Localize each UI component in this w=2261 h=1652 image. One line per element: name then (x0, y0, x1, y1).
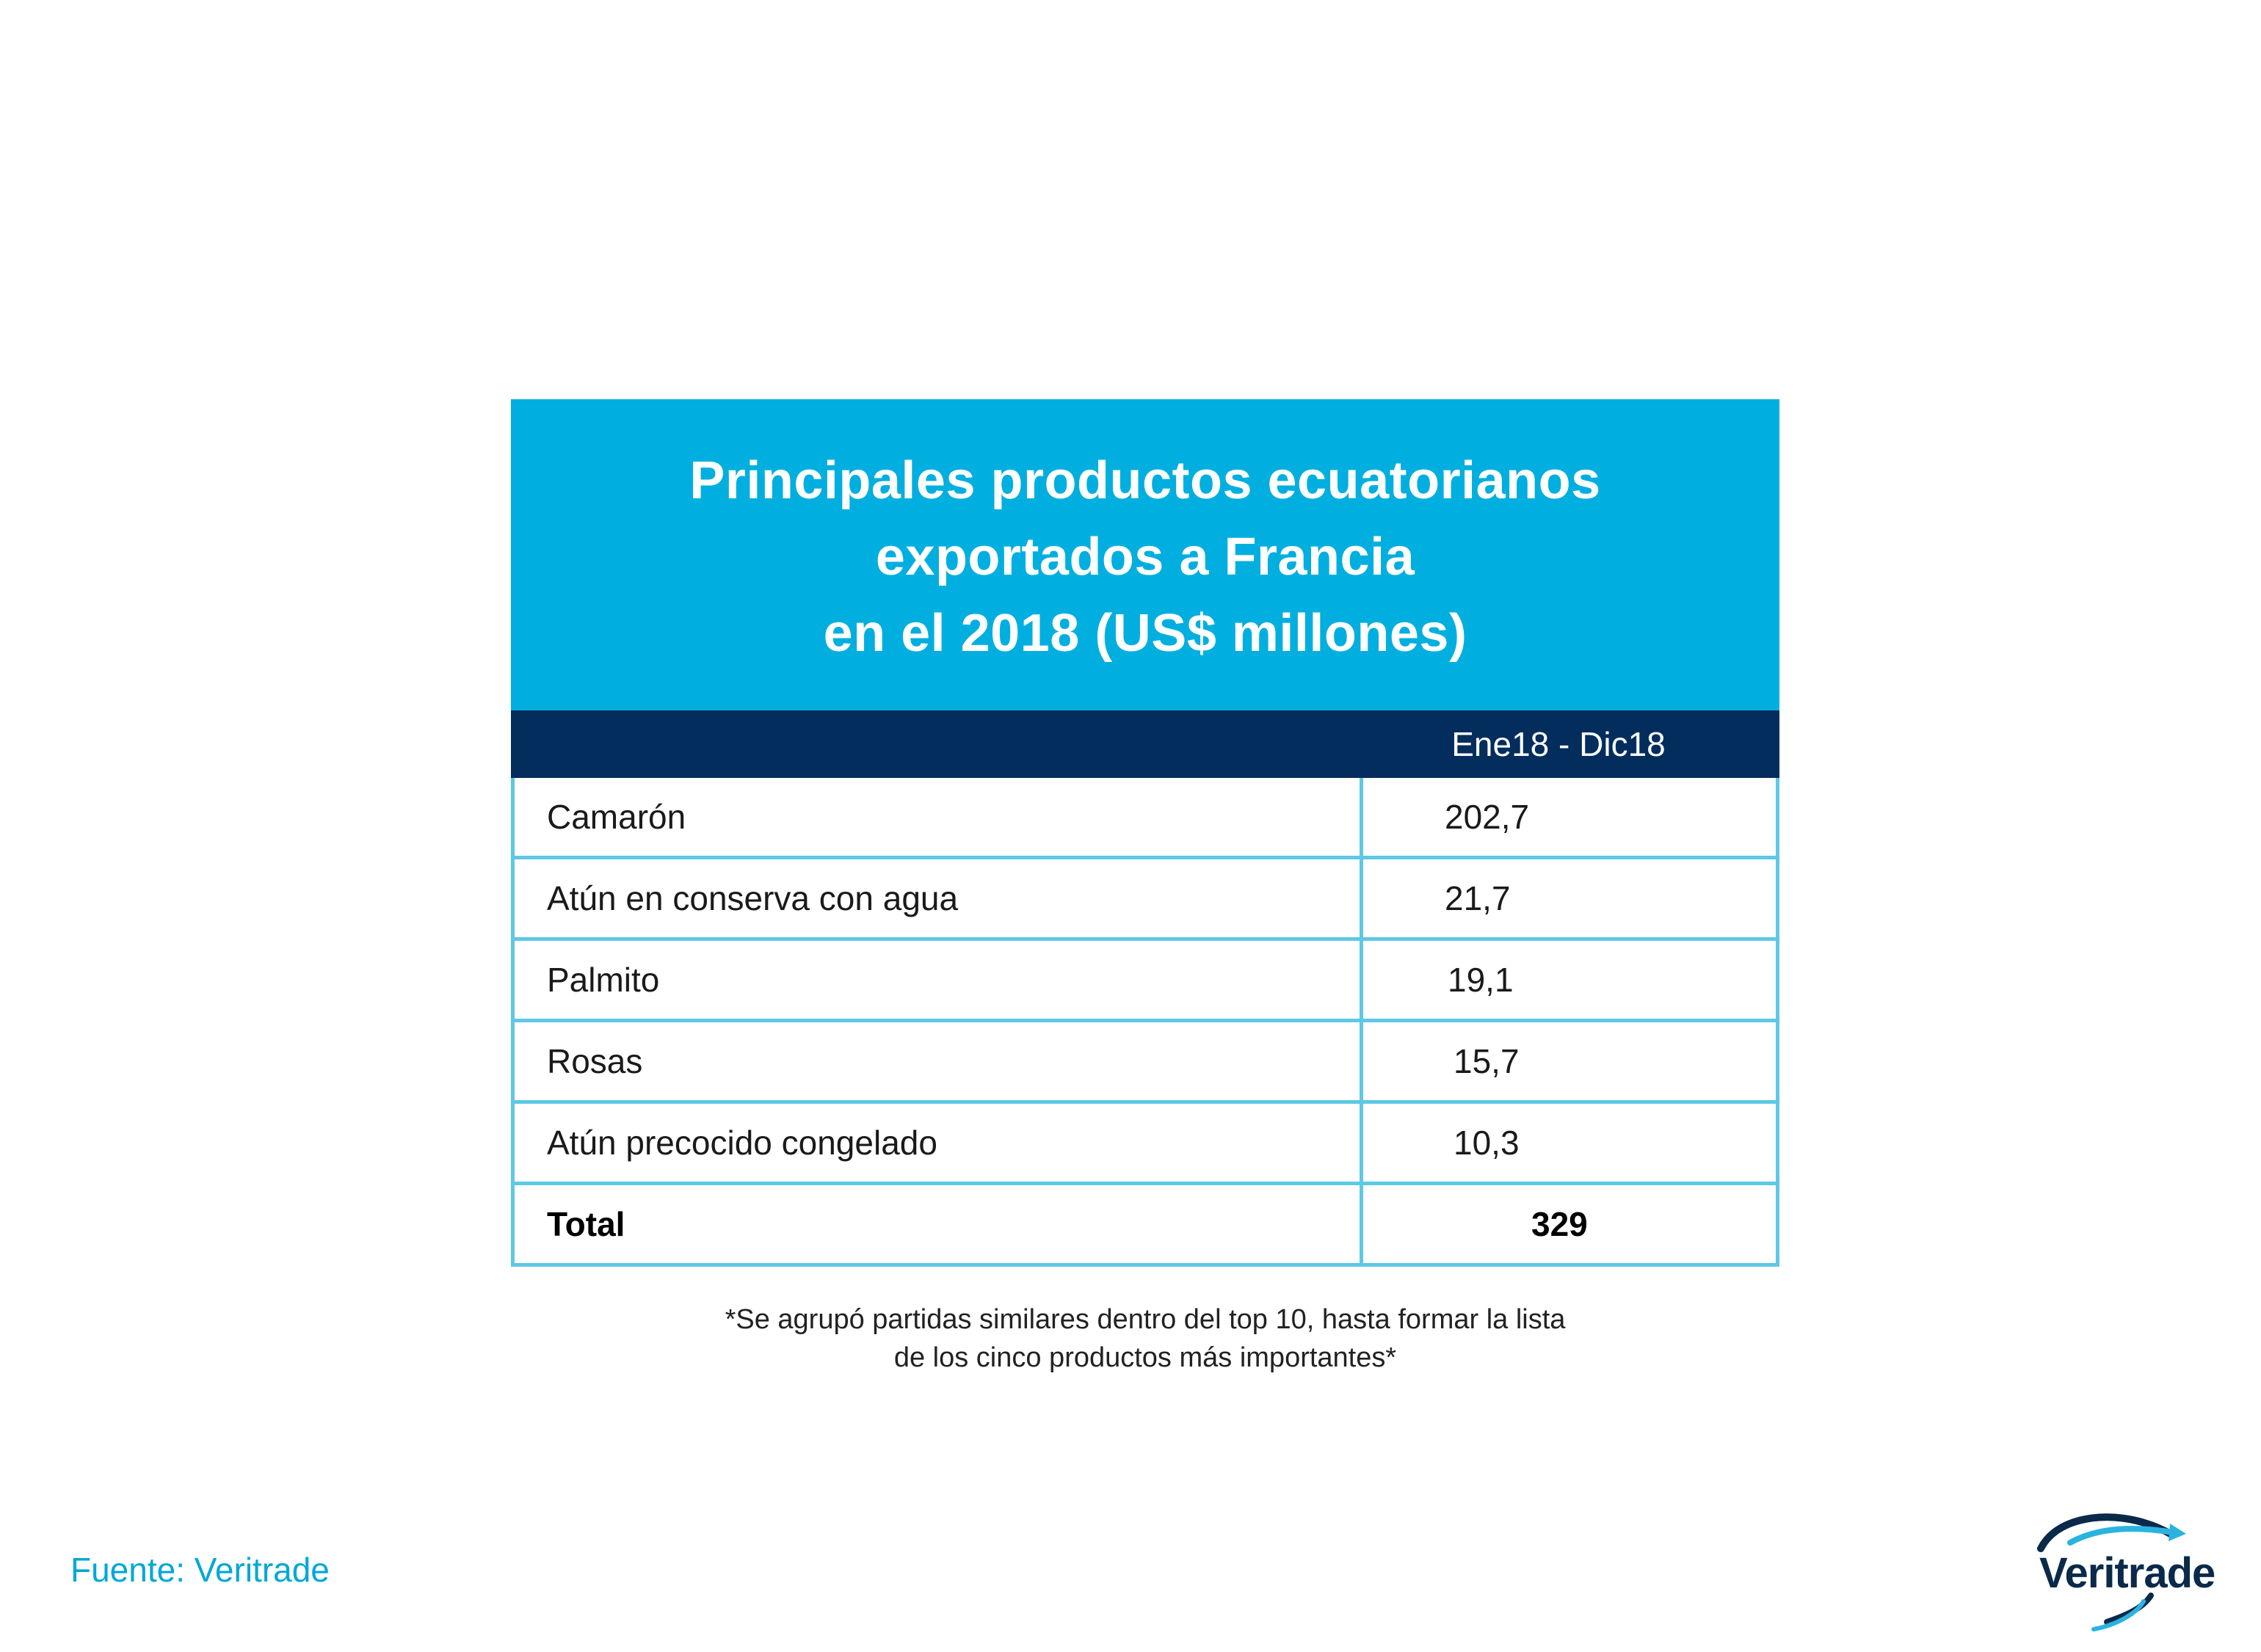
table-row: Atún precocido congelado 10,3 (515, 1100, 1776, 1182)
veritrade-swoosh-icon (2037, 1513, 2186, 1631)
total-value-cell: 329 (1363, 1185, 1776, 1263)
footnote-line-1: *Se agrupó partidas similares dentro del… (725, 1304, 1566, 1335)
product-name-cell: Palmito (515, 941, 1363, 1019)
value-text: 19,1 (1448, 961, 1514, 999)
value-cell: 202,7 (1363, 778, 1776, 856)
table-title-line-1: Principales productos ecuatorianos (689, 451, 1601, 510)
table-row: Rosas 15,7 (515, 1019, 1776, 1100)
value-cell: 21,7 (1363, 859, 1776, 937)
product-name-cell: Camarón (515, 778, 1363, 856)
table-total-row: Total 329 (515, 1182, 1776, 1263)
value-text: 21,7 (1445, 879, 1511, 917)
export-table: Principales productos ecuatorianos expor… (511, 399, 1779, 1267)
value-cell: 19,1 (1363, 941, 1776, 1019)
table-row: Palmito 19,1 (515, 937, 1776, 1019)
table-row: Atún en conserva con agua 21,7 (515, 856, 1776, 937)
value-text: 10,3 (1454, 1124, 1520, 1162)
value-text: 15,7 (1454, 1042, 1520, 1080)
total-label-cell: Total (515, 1185, 1363, 1263)
table-body: Camarón 202,7 Atún en conserva con agua … (511, 778, 1779, 1267)
value-cell: 15,7 (1363, 1022, 1776, 1100)
table-title-band: Principales productos ecuatorianos expor… (511, 399, 1779, 710)
total-value-text: 329 (1531, 1205, 1588, 1243)
footnote-line-2: de los cinco productos más importantes* (893, 1342, 1397, 1373)
veritrade-logo: Veritrade (2026, 1504, 2224, 1637)
column-header-band: Ene18 - Dic18 (511, 710, 1779, 778)
logo-wordmark: Veritrade (2039, 1549, 2215, 1597)
product-name-cell: Atún en conserva con agua (515, 859, 1363, 937)
period-column-header: Ene18 - Dic18 (1451, 725, 1666, 763)
value-cell: 10,3 (1363, 1104, 1776, 1182)
product-name-cell: Rosas (515, 1022, 1363, 1100)
table-title-line-3: en el 2018 (US$ millones) (823, 604, 1467, 663)
source-label: Fuente: Veritrade (70, 1551, 330, 1589)
value-text: 202,7 (1445, 798, 1530, 836)
table-row: Camarón 202,7 (515, 778, 1776, 856)
footnote: *Se agrupó partidas similares dentro del… (511, 1300, 1779, 1377)
table-title-line-2: exportados a Francia (875, 528, 1415, 586)
product-name-cell: Atún precocido congelado (515, 1104, 1363, 1182)
